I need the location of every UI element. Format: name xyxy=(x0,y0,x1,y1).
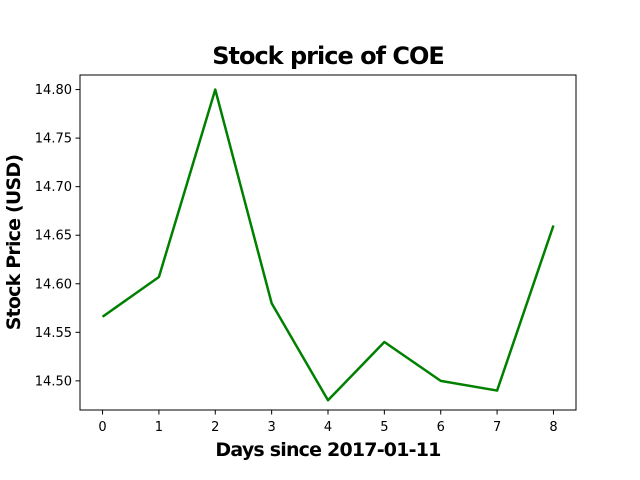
y-axis-label: Stock Price (USD) xyxy=(3,155,25,331)
y-tick-label: 14.50 xyxy=(35,374,72,389)
plot-area xyxy=(80,75,576,410)
x-tick-label: 8 xyxy=(549,420,557,435)
x-tick-label: 6 xyxy=(437,420,445,435)
y-tick-label: 14.65 xyxy=(35,229,72,244)
x-tick-label: 5 xyxy=(380,420,388,435)
series-line-0 xyxy=(101,88,555,402)
x-axis-label: Days since 2017-01-11 xyxy=(215,439,440,461)
series-layer xyxy=(101,88,555,402)
y-tick-label: 14.80 xyxy=(35,83,72,98)
x-tick-label: 0 xyxy=(98,420,106,435)
y-axis: 14.50 14.55 14.60 14.65 14.70 14.75 14.80 xyxy=(35,83,80,389)
x-axis: 0 1 2 3 4 5 6 7 8 xyxy=(98,410,558,435)
y-tick-label: 14.60 xyxy=(35,277,72,292)
x-tick-label: 3 xyxy=(267,420,275,435)
x-tick-label: 2 xyxy=(211,420,219,435)
x-tick-label: 7 xyxy=(493,420,501,435)
chart-title: Stock price of COE xyxy=(212,42,444,70)
y-tick-label: 14.70 xyxy=(35,180,72,195)
y-tick-label: 14.55 xyxy=(35,326,72,341)
y-tick-label: 14.75 xyxy=(35,132,72,147)
x-tick-label: 1 xyxy=(155,420,163,435)
x-tick-label: 4 xyxy=(324,420,332,435)
